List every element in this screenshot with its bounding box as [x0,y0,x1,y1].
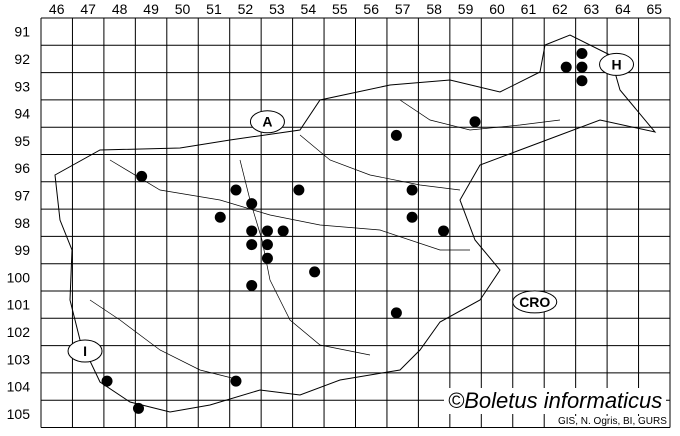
occurrence-dot [576,61,588,73]
column-label: 48 [112,1,128,17]
column-label: 62 [552,1,568,17]
occurrence-dot [390,129,402,141]
column-label: 58 [426,1,442,17]
country-label-oval [67,339,103,363]
row-label: 92 [14,51,30,67]
occurrence-dot [390,307,402,319]
occurrence-dot [469,116,481,128]
occurrence-dot [261,225,273,237]
column-label: 49 [143,1,159,17]
column-label: 50 [175,1,191,17]
column-label: 57 [395,1,411,17]
occurrence-dot [214,211,226,223]
column-label: 52 [238,1,254,17]
map-grid [40,17,671,428]
row-label: 93 [14,78,30,94]
column-label: 55 [332,1,348,17]
row-label: 104 [7,379,31,395]
occurrence-dot [230,375,242,387]
column-label: 53 [269,1,285,17]
occurrence-dot [261,239,273,251]
occurrence-dot [246,225,258,237]
row-label: 94 [14,106,30,122]
row-label: 101 [7,297,31,313]
column-label: 54 [301,1,317,17]
row-label: 97 [14,187,30,203]
country-label: CRO [519,294,550,310]
row-label: 103 [7,351,31,367]
column-label: 60 [489,1,505,17]
column-label: 51 [206,1,222,17]
column-label: 56 [363,1,379,17]
column-label: 63 [584,1,600,17]
grid-labels: 46 47 48 49 50 51 52 53 54 55 56 57 58 59 60 61 62 63 64 65… [7,1,663,422]
column-label: 64 [615,1,631,17]
occurrence-dot [246,198,258,210]
country-label-oval [599,52,635,76]
occurrence-dot [309,266,321,278]
occurrence-dot [101,375,113,387]
column-label: 46 [49,1,65,17]
occurrence-dot [132,402,144,414]
row-label: 105 [7,406,31,422]
column-label: 61 [521,1,537,17]
occurrence-dot [246,280,258,292]
country-label-oval [512,290,558,314]
country-label: H [611,56,621,72]
country-label-oval [249,110,285,134]
occurrence-dot [246,239,258,251]
data-source: GIS, N. Ogris, BI, GURS [556,416,669,427]
row-label: 95 [14,133,30,149]
occurrence-dot [438,225,450,237]
column-label: 59 [458,1,474,17]
occurrence-dot [136,170,148,182]
column-label: 65 [646,1,662,17]
country-label: A [262,114,272,130]
occurrence-dots [101,47,588,414]
occurrence-dot [406,184,418,196]
occurrence-dot [277,225,289,237]
country-labels: A H CRO I [67,52,635,363]
country-label: I [83,343,87,359]
row-label: 99 [14,242,30,258]
row-label: 91 [14,24,30,40]
occurrence-dot [576,75,588,87]
row-label: 98 [14,215,30,231]
occurrence-dot [576,47,588,59]
row-label: 100 [7,269,31,285]
row-label: 102 [7,324,31,340]
column-label: 47 [80,1,96,17]
occurrence-dot [406,211,418,223]
occurrence-dot [230,184,242,196]
occurrence-dot [293,184,305,196]
occurrence-dot [261,252,273,264]
occurrence-dot [560,61,572,73]
copyright-credit: ©Boletus informaticus [444,388,667,414]
row-label: 96 [14,160,30,176]
